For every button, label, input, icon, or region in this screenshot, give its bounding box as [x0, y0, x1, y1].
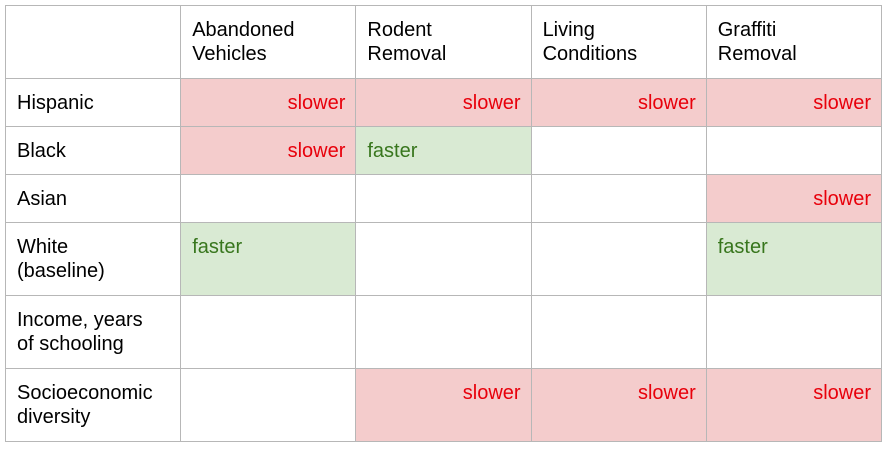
table-cell: faster	[355, 126, 532, 175]
corner-cell	[4, 5, 182, 79]
column-header-line: Abandoned	[192, 19, 295, 41]
cell-value-slower: slower	[813, 92, 871, 114]
row-label-line: Hispanic	[17, 92, 94, 114]
column-header-line: Removal	[367, 43, 447, 65]
cell-value-slower: slower	[287, 92, 346, 114]
table-cell	[530, 295, 707, 369]
table-row-black: Black slower faster	[4, 126, 883, 175]
table-cell	[705, 126, 883, 175]
table-cell	[180, 174, 357, 223]
table-cell	[180, 368, 357, 442]
table-row-white: White (baseline) faster faster	[4, 222, 883, 296]
table-cell	[530, 174, 707, 223]
column-header-line: Rodent	[367, 19, 432, 41]
table-cell: slower	[180, 78, 357, 127]
column-header-line: Removal	[717, 43, 797, 65]
row-label-cell: Black	[4, 126, 182, 175]
cell-value-slower: slower	[462, 92, 521, 114]
column-header-living-conditions: Living Conditions	[530, 5, 707, 79]
table-cell	[530, 222, 707, 296]
table-cell	[355, 295, 532, 369]
table-cell: slower	[530, 78, 707, 127]
row-label-line: Socioeconomic	[17, 382, 153, 404]
column-header-graffiti-removal: Graffiti Removal	[705, 5, 883, 79]
cell-value-slower: slower	[637, 382, 696, 404]
table-cell: slower	[705, 78, 883, 127]
table-row-hispanic: Hispanic slower slower slower slower	[4, 78, 883, 127]
column-header-rodent-removal: Rodent Removal	[355, 5, 532, 79]
table-cell: slower	[530, 368, 707, 442]
column-header-abandoned-vehicles: Abandoned Vehicles	[180, 5, 357, 79]
table-cell: slower	[705, 174, 883, 223]
table-cell: slower	[355, 368, 532, 442]
cell-value-slower: slower	[287, 140, 346, 162]
table-row-socioeconomic-diversity: Socioeconomic diversity slower slower slower	[4, 368, 883, 442]
column-header-line: Conditions	[542, 43, 638, 65]
table-row-income-schooling: Income, years of schooling	[4, 295, 883, 369]
table-cell: slower	[355, 78, 532, 127]
table-cell: faster	[705, 222, 883, 296]
table-cell	[705, 295, 883, 369]
row-label-line: White	[17, 236, 69, 258]
table-cell: faster	[180, 222, 357, 296]
table-cell	[530, 126, 707, 175]
table-cell	[355, 222, 532, 296]
cell-value-slower: slower	[462, 382, 521, 404]
comparison-table: Abandoned Vehicles Rodent Removal Living…	[4, 5, 883, 442]
row-label-line: of schooling	[17, 333, 124, 355]
cell-value-faster: faster	[717, 236, 768, 258]
table-cell: slower	[180, 126, 357, 175]
row-label-cell: Hispanic	[4, 78, 182, 127]
table-cell	[180, 295, 357, 369]
column-header-line: Graffiti	[717, 19, 777, 41]
row-label-line: Asian	[17, 188, 68, 210]
table-row-asian: Asian slower	[4, 174, 883, 223]
table-cell: slower	[705, 368, 883, 442]
row-label-cell: Socioeconomic diversity	[4, 368, 182, 442]
cell-value-faster: faster	[367, 140, 418, 162]
row-label-line: (baseline)	[17, 260, 105, 282]
cell-value-slower: slower	[813, 382, 871, 404]
row-label-cell: Asian	[4, 174, 182, 223]
column-header-line: Living	[542, 19, 595, 41]
table-cell	[355, 174, 532, 223]
cell-value-slower: slower	[813, 188, 871, 210]
row-label-line: Income, years	[17, 309, 143, 331]
header-row: Abandoned Vehicles Rodent Removal Living…	[4, 5, 883, 79]
row-label-cell: White (baseline)	[4, 222, 182, 296]
cell-value-slower: slower	[637, 92, 696, 114]
row-label-cell: Income, years of schooling	[4, 295, 182, 369]
row-label-line: diversity	[17, 406, 91, 428]
cell-value-faster: faster	[192, 236, 243, 258]
column-header-line: Vehicles	[192, 43, 267, 65]
row-label-line: Black	[17, 140, 66, 162]
